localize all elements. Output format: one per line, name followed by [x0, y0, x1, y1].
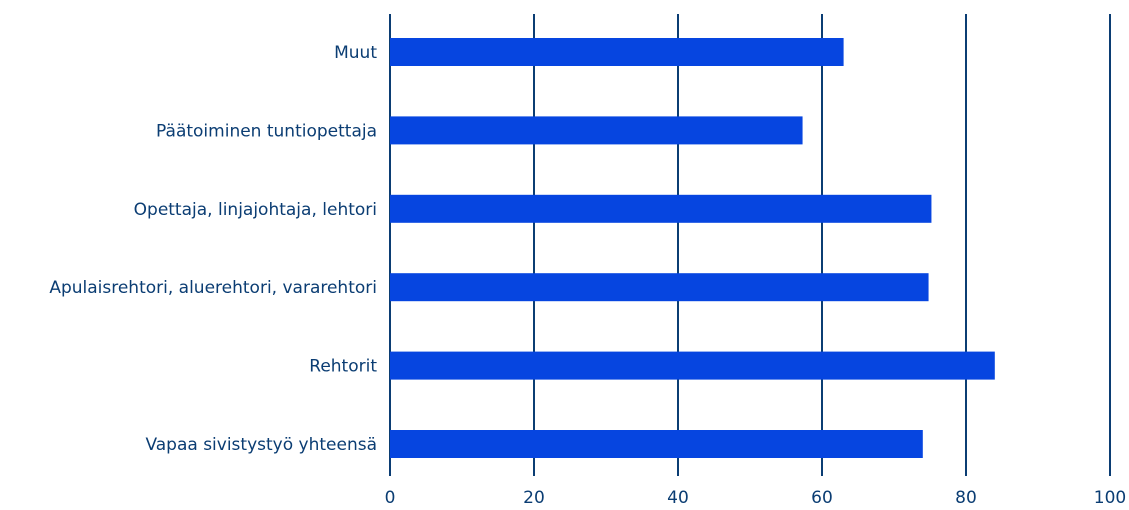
bar [390, 194, 932, 223]
category-label: Päätoiminen tuntiopettaja [156, 121, 377, 141]
gridlines [389, 14, 1111, 476]
bar [390, 430, 923, 458]
x-tick-label: 40 [667, 488, 689, 508]
category-label: Rehtorit [309, 357, 377, 377]
bar [390, 273, 929, 302]
category-label: Vapaa sivistystyö yhteensä [145, 435, 377, 455]
x-tick-labels: 0 20 40 60 80 100 [385, 488, 1127, 508]
x-tick-label: 80 [955, 488, 977, 508]
x-tick-label: 100 [1094, 488, 1126, 508]
x-tick-label: 0 [385, 488, 396, 508]
category-label: Opettaja, linjajohtaja, lehtori [134, 200, 377, 220]
category-label: Apulaisrehtori, aluerehtori, vararehtori [49, 278, 377, 298]
bars [390, 38, 995, 458]
x-tick-label: 20 [523, 488, 545, 508]
category-label: Muut [334, 43, 377, 63]
bar [390, 116, 803, 145]
bar [390, 38, 844, 66]
bar [390, 351, 995, 380]
category-labels: Muut Päätoiminen tuntiopettaja Opettaja, l… [49, 43, 377, 455]
x-tick-label: 60 [811, 488, 833, 508]
